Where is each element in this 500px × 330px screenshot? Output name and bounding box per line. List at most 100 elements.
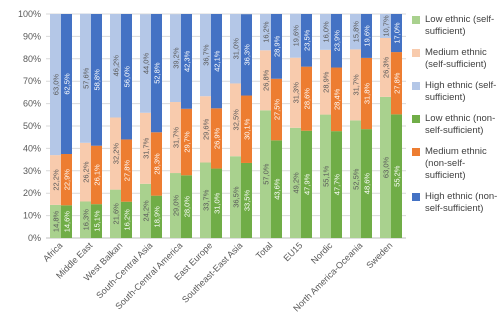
legend-label: Low ethnic (self-sufficient) bbox=[425, 14, 495, 37]
value-label: 31,7% bbox=[142, 137, 151, 159]
bar-segment bbox=[380, 14, 391, 38]
legend-swatch bbox=[412, 16, 420, 24]
value-label: 33,5% bbox=[243, 190, 252, 212]
value-label: 27,8% bbox=[123, 160, 132, 182]
value-label: 63,0% bbox=[382, 156, 391, 178]
value-label: 33,7% bbox=[202, 189, 211, 211]
y-tick-label: 60% bbox=[23, 99, 41, 109]
bar-segment bbox=[61, 205, 72, 238]
bar-segment bbox=[91, 145, 102, 205]
bar-segment bbox=[121, 14, 132, 140]
bar-segment bbox=[241, 14, 252, 96]
legend-item: Low ethnic (non-self-sufficient) bbox=[412, 113, 498, 137]
value-label: 52,5% bbox=[352, 168, 361, 190]
bar-segment bbox=[211, 108, 222, 169]
value-label: 36,7% bbox=[202, 44, 211, 66]
value-label: 26,2% bbox=[82, 161, 91, 183]
y-tick-label: 80% bbox=[23, 54, 41, 64]
x-tick-label: EU15 bbox=[281, 240, 304, 263]
bar-segment bbox=[350, 14, 361, 50]
bar-segment bbox=[140, 14, 151, 113]
value-label: 28,9% bbox=[322, 71, 331, 93]
value-label: 55,2% bbox=[393, 165, 402, 187]
legend-label: High ethnic (self-sufficient) bbox=[425, 80, 497, 103]
bar-segment bbox=[121, 201, 132, 238]
value-label: 42,1% bbox=[213, 50, 222, 72]
value-label: 28,0% bbox=[183, 196, 192, 218]
bar-segment bbox=[140, 112, 151, 184]
value-label: 44,0% bbox=[142, 53, 151, 75]
value-label: 49,2% bbox=[292, 172, 301, 194]
value-label: 21,6% bbox=[112, 203, 121, 225]
bar-segment bbox=[320, 14, 331, 50]
value-label: 30,1% bbox=[243, 118, 252, 140]
value-label: 17,0% bbox=[393, 22, 402, 44]
value-label: 63,0% bbox=[52, 74, 61, 96]
bar-segment bbox=[170, 102, 181, 174]
x-tick-label: Nordic bbox=[309, 240, 335, 266]
y-tick-label: 10% bbox=[23, 211, 41, 221]
value-label: 14,6% bbox=[63, 211, 72, 233]
value-label: 57,6% bbox=[82, 67, 91, 89]
value-label: 36,3% bbox=[243, 44, 252, 66]
legend-item: High ethnic (non-self-sufficient) bbox=[412, 191, 498, 215]
bar-segment bbox=[50, 155, 61, 205]
bar-segment bbox=[331, 14, 342, 68]
value-label: 26,3% bbox=[382, 56, 391, 78]
y-tick-label: 20% bbox=[23, 188, 41, 198]
value-label: 31,3% bbox=[292, 82, 301, 104]
bar-segment bbox=[110, 189, 121, 238]
bar-segment bbox=[331, 131, 342, 238]
bar-segment bbox=[391, 14, 402, 53]
bar-segment bbox=[61, 14, 72, 154]
value-label: 31,7% bbox=[352, 74, 361, 96]
bar-segment bbox=[80, 201, 91, 238]
value-label: 16,2% bbox=[123, 209, 132, 231]
value-label: 26,8% bbox=[262, 69, 271, 91]
bar-segment bbox=[241, 162, 252, 238]
value-label: 55,1% bbox=[322, 165, 331, 187]
value-label: 27,5% bbox=[273, 99, 282, 121]
value-label: 23,5% bbox=[303, 29, 312, 51]
bar-segment bbox=[260, 14, 271, 51]
value-label: 10,7% bbox=[382, 15, 391, 37]
bar-segment bbox=[50, 14, 61, 156]
value-label: 26,1% bbox=[93, 164, 102, 186]
bar-segment bbox=[350, 120, 361, 238]
value-label: 24,2% bbox=[142, 200, 151, 222]
bar-segment bbox=[170, 14, 181, 103]
value-label: 36,5% bbox=[232, 186, 241, 208]
bar-segment bbox=[181, 14, 192, 109]
legend-swatch bbox=[412, 115, 420, 123]
bar-segment bbox=[121, 139, 132, 202]
value-label: 29,6% bbox=[202, 118, 211, 140]
bar-segment bbox=[361, 129, 372, 238]
value-label: 28,3% bbox=[153, 153, 162, 175]
bar-segment bbox=[260, 50, 271, 111]
value-label: 28,6% bbox=[303, 88, 312, 110]
bar-segment bbox=[200, 96, 211, 163]
value-label: 47,9% bbox=[303, 173, 312, 195]
value-label: 46,2% bbox=[112, 55, 121, 77]
value-label: 47,7% bbox=[333, 174, 342, 196]
bar-segment bbox=[241, 95, 252, 163]
bar-segment bbox=[200, 162, 211, 238]
x-tick-label: South-Central Asia bbox=[94, 240, 154, 300]
value-label: 56,0% bbox=[123, 66, 132, 88]
value-label: 15,8% bbox=[352, 21, 361, 43]
bar-segment bbox=[91, 204, 102, 238]
bar-segment bbox=[320, 114, 331, 238]
legend-item: Medium ethnic (self-sufficient) bbox=[412, 47, 498, 71]
x-tick-label: Sweden bbox=[364, 240, 394, 270]
value-label: 29,7% bbox=[183, 131, 192, 153]
legend-item: High ethnic (self-sufficient) bbox=[412, 80, 498, 104]
bar-segment bbox=[181, 175, 192, 238]
legend-label: Low ethnic (non-self-sufficient) bbox=[425, 113, 496, 136]
bar-segment bbox=[271, 140, 282, 238]
bar-segment bbox=[271, 14, 282, 79]
legend-label: High ethnic (non-self-sufficient) bbox=[425, 191, 498, 214]
value-label: 16,0% bbox=[322, 21, 331, 43]
value-label: 42,3% bbox=[183, 50, 192, 72]
bar-segment bbox=[50, 204, 61, 238]
legend-swatch bbox=[412, 82, 420, 90]
